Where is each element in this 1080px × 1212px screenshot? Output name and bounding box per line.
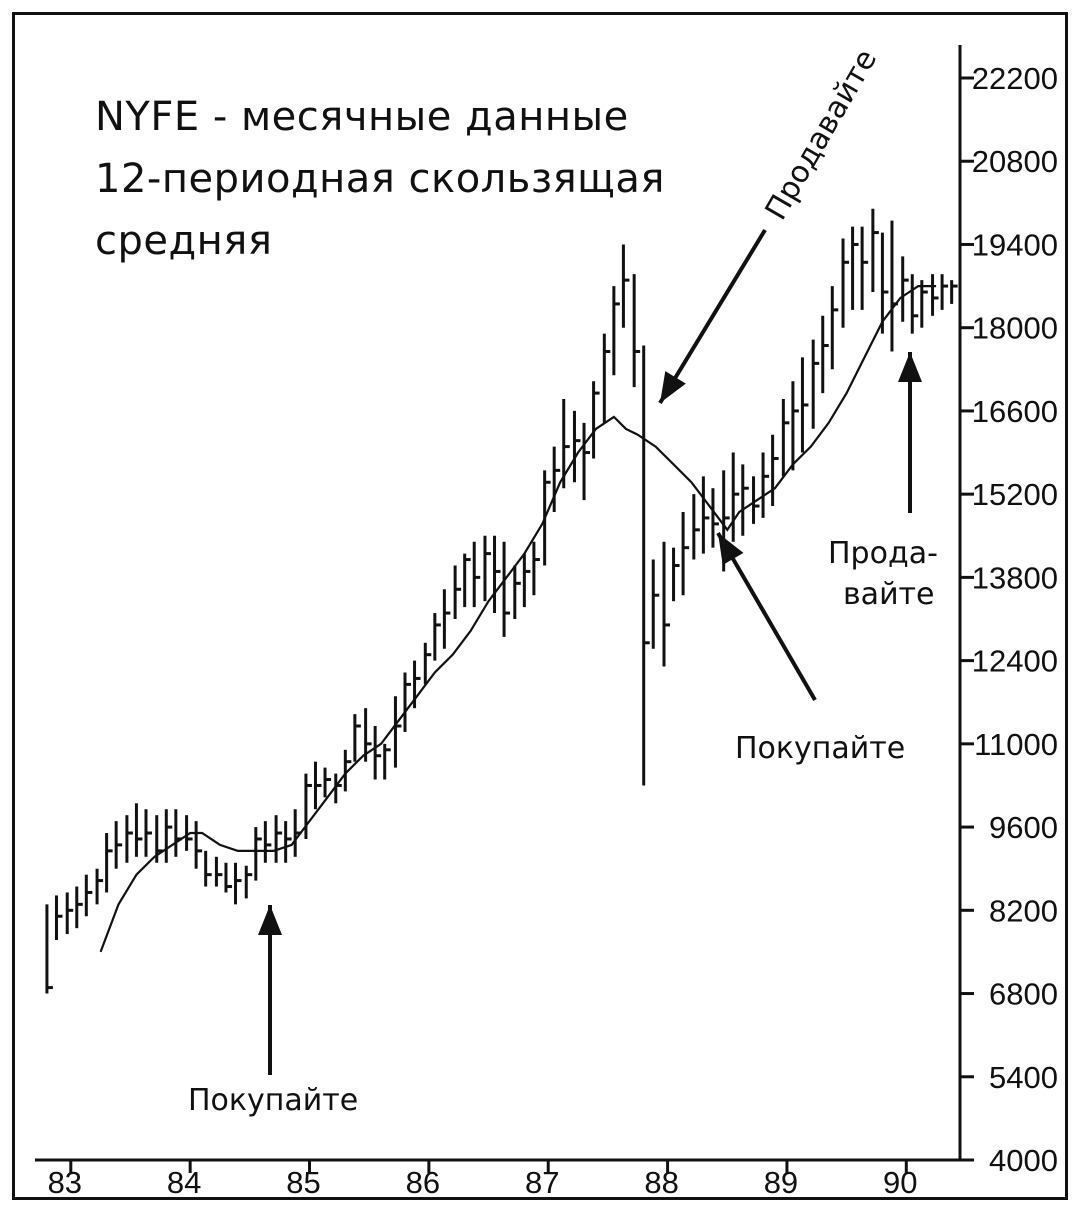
y-tick-label: 5400 (989, 1060, 1058, 1095)
y-tick-label: 6800 (989, 977, 1058, 1012)
x-tick-label: 90 (883, 1165, 917, 1200)
chart-title-line-3: средняя (95, 218, 273, 264)
y-axis: 22200 20800 19400 18000 16600 15200 13800 12400… (958, 45, 1058, 1178)
sell-arrow-2-head (898, 352, 922, 382)
x-tick-label: 86 (406, 1165, 440, 1200)
x-tick-label: 89 (764, 1165, 798, 1200)
moving-average-line (99, 285, 937, 953)
chart-title-line-2: 12-периодная скользящая (95, 156, 665, 202)
chart-title-line-1: NYFE - месячные данные (95, 94, 629, 140)
sell-label-2-line2: вайте (843, 577, 935, 612)
y-tick-label: 22200 (972, 61, 1058, 96)
y-tick-label: 8200 (989, 893, 1058, 928)
sell-label-1: Продавайте (759, 43, 885, 226)
y-tick-label: 9600 (989, 810, 1058, 845)
x-tick-label: 85 (286, 1165, 320, 1200)
x-tick-label: 83 (48, 1165, 82, 1200)
chart-frame (12, 12, 1068, 1200)
buy-label-2: Покупайте (735, 731, 905, 766)
x-tick-label: 88 (644, 1165, 678, 1200)
y-tick-label: 20800 (972, 144, 1058, 179)
y-tick-label: 15200 (972, 477, 1058, 512)
y-tick-label: 16600 (972, 394, 1058, 429)
y-tick-label: 4000 (989, 1143, 1058, 1178)
buy-arrow-2-head (718, 533, 744, 565)
moving-average (99, 285, 937, 953)
annotation-labels: Покупайте Покупайте Прода- вайте Продава… (188, 43, 938, 1118)
price-bars (45, 208, 958, 994)
y-tick-label: 13800 (972, 560, 1058, 595)
sell-label-2-line1: Прода- (828, 536, 938, 571)
buy-label-1: Покупайте (188, 1083, 358, 1118)
signal-arrows (258, 228, 922, 1075)
buy-arrow-2-shaft (716, 531, 817, 702)
y-tick-label: 12400 (972, 644, 1058, 679)
x-tick-label: 87 (525, 1165, 559, 1200)
sell-arrow-1-shaft (658, 228, 767, 405)
y-tick-label: 19400 (972, 227, 1058, 262)
x-axis: 83 84 85 86 87 88 89 90 (35, 1158, 960, 1200)
x-tick-label: 84 (167, 1165, 201, 1200)
sell-arrow-1-head (660, 371, 686, 403)
buy-arrow-1-head (258, 905, 282, 935)
y-tick-label: 11000 (974, 727, 1058, 762)
y-tick-label: 18000 (972, 311, 1058, 346)
